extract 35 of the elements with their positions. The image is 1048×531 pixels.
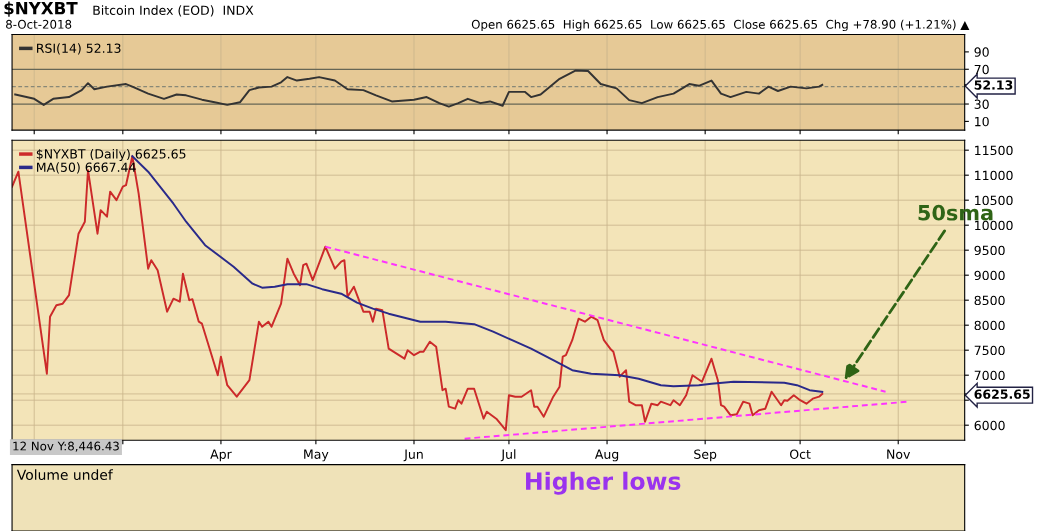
line-series xyxy=(14,69,824,108)
legend-label: $NYXBT (Daily) 6625.65 xyxy=(36,148,186,162)
y-tick-label: 11500 xyxy=(975,145,1013,156)
x-tick-label: Aug xyxy=(594,449,619,462)
y-tick-label: 30 xyxy=(974,99,989,109)
y-tick-label: 7000 xyxy=(974,370,1005,381)
y-tick-label: 9500 xyxy=(974,245,1005,256)
y-tick-label: 52.13 xyxy=(974,80,1013,90)
text: Open 6625.65 High 6625.65 Low 6625.65 Close 6625.65 Chg +78.90 (+1.21%) ▲ xyxy=(471,19,970,32)
y-tick-label: 11000 xyxy=(975,170,1013,181)
text: 8-Oct-2018 xyxy=(6,19,72,29)
y-tick-label: 8500 xyxy=(974,295,1005,306)
y-tick-label: 10000 xyxy=(975,220,1013,231)
x-tick-label: Jun xyxy=(403,449,423,462)
x-tick-label: Apr xyxy=(210,449,232,462)
y-tick-label: 10 xyxy=(975,116,989,127)
chart-title: $NYXBT xyxy=(4,1,78,17)
legend-label: RSI(14) 52.13 xyxy=(37,43,121,55)
y-tick-label: 10500 xyxy=(975,195,1013,206)
x-tick-label: Oct xyxy=(790,449,811,459)
text: 12 Nov Y:8,446.43 xyxy=(13,441,119,452)
text: Higher lows xyxy=(526,471,681,495)
x-tick-label: Sep xyxy=(694,449,717,462)
x-tick-label: Nov xyxy=(887,449,911,459)
y-tick-label: 90 xyxy=(974,47,989,57)
y-tick-label: 8000 xyxy=(974,320,1005,331)
y-tick-label: 6625.65 xyxy=(974,389,1030,399)
text: Volume undef xyxy=(16,469,114,481)
y-tick-label: 7500 xyxy=(974,345,1005,356)
x-tick-label: Jul xyxy=(500,449,516,462)
y-tick-label: 6000 xyxy=(974,420,1005,431)
y-tick-label: 70 xyxy=(974,64,989,75)
chart-subtitle: Bitcoin Index (EOD) INDX xyxy=(93,5,254,17)
y-tick-label: 9000 xyxy=(974,270,1005,281)
x-tick-label: May xyxy=(304,449,329,462)
